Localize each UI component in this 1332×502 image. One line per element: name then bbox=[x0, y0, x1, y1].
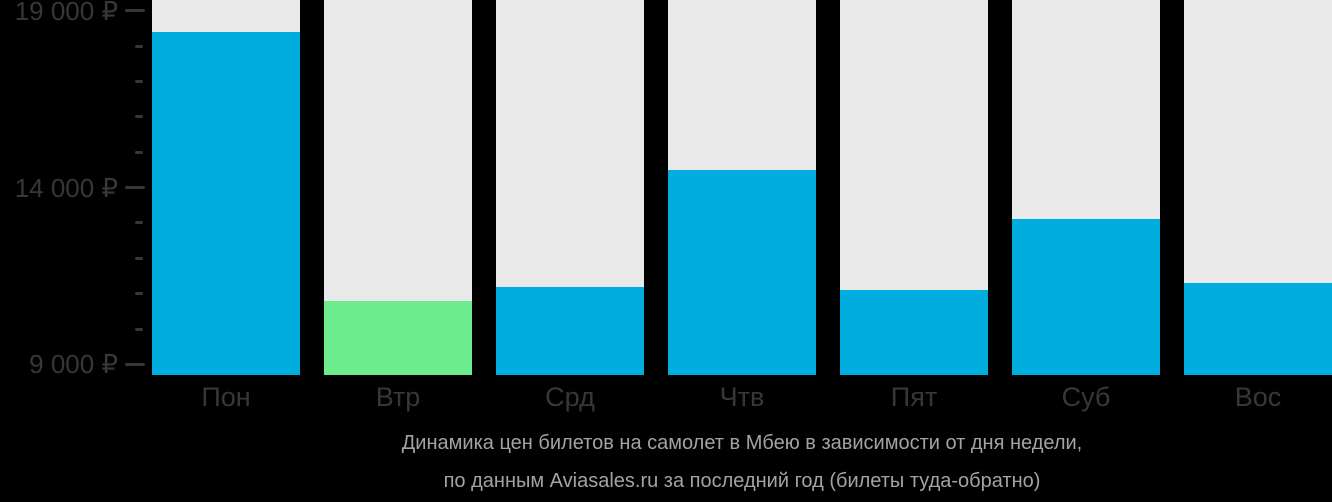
bar-track bbox=[668, 0, 816, 375]
price-bar-Пон bbox=[152, 31, 300, 375]
y-axis: 9 000 ₽ 14 000 ₽ 19 000 ₽ bbox=[0, 0, 152, 380]
y-tick-minor bbox=[135, 292, 143, 296]
y-tick-minor bbox=[135, 150, 143, 154]
y-tick-major bbox=[125, 9, 145, 13]
y-tick-label: 14 000 ₽ bbox=[14, 172, 118, 203]
x-axis-label: Суб bbox=[1061, 382, 1111, 412]
bar-track bbox=[840, 0, 988, 375]
price-bar-Вос bbox=[1184, 283, 1332, 375]
x-axis-label: Вос bbox=[1234, 382, 1282, 412]
x-axis-label: Срд bbox=[545, 382, 595, 412]
x-axis-label: Пон bbox=[201, 382, 251, 412]
bar-track bbox=[496, 0, 644, 375]
x-axis-label: Чтв bbox=[719, 382, 765, 412]
price-bar-Чтв bbox=[668, 169, 816, 375]
y-tick-minor bbox=[135, 44, 143, 48]
price-bar-Пят bbox=[840, 290, 988, 375]
bar-track bbox=[1184, 0, 1332, 375]
x-axis-label: Втр bbox=[375, 382, 421, 412]
price-bar-Суб bbox=[1012, 219, 1160, 375]
chart-caption-line1: Динамика цен билетов на самолет в Мбею в… bbox=[401, 432, 1083, 454]
y-tick-minor bbox=[135, 221, 143, 225]
y-tick-major bbox=[125, 362, 145, 366]
chart-caption-line2: по данным Aviasales.ru за последний год … bbox=[443, 470, 1041, 492]
price-bar-Втр bbox=[324, 300, 472, 375]
y-tick-minor bbox=[135, 115, 143, 119]
price-bar-Срд bbox=[496, 286, 644, 375]
chart-caption: Динамика цен билетов на самолет в Мбею в… bbox=[152, 424, 1332, 500]
y-tick-minor bbox=[135, 327, 143, 331]
y-tick-label: 9 000 ₽ bbox=[29, 349, 118, 380]
bar-track bbox=[324, 0, 472, 375]
y-tick-minor bbox=[135, 256, 143, 260]
plot-area bbox=[152, 0, 1332, 375]
y-tick-label: 19 000 ₽ bbox=[14, 0, 118, 26]
bar-track bbox=[152, 0, 300, 375]
y-tick-major bbox=[125, 186, 145, 189]
x-axis: Пон Втр Срд Чтв Пят Суб Вос bbox=[152, 375, 1332, 421]
y-tick-minor bbox=[135, 79, 143, 83]
x-axis-label: Пят bbox=[890, 382, 938, 412]
bar-track bbox=[1012, 0, 1160, 375]
